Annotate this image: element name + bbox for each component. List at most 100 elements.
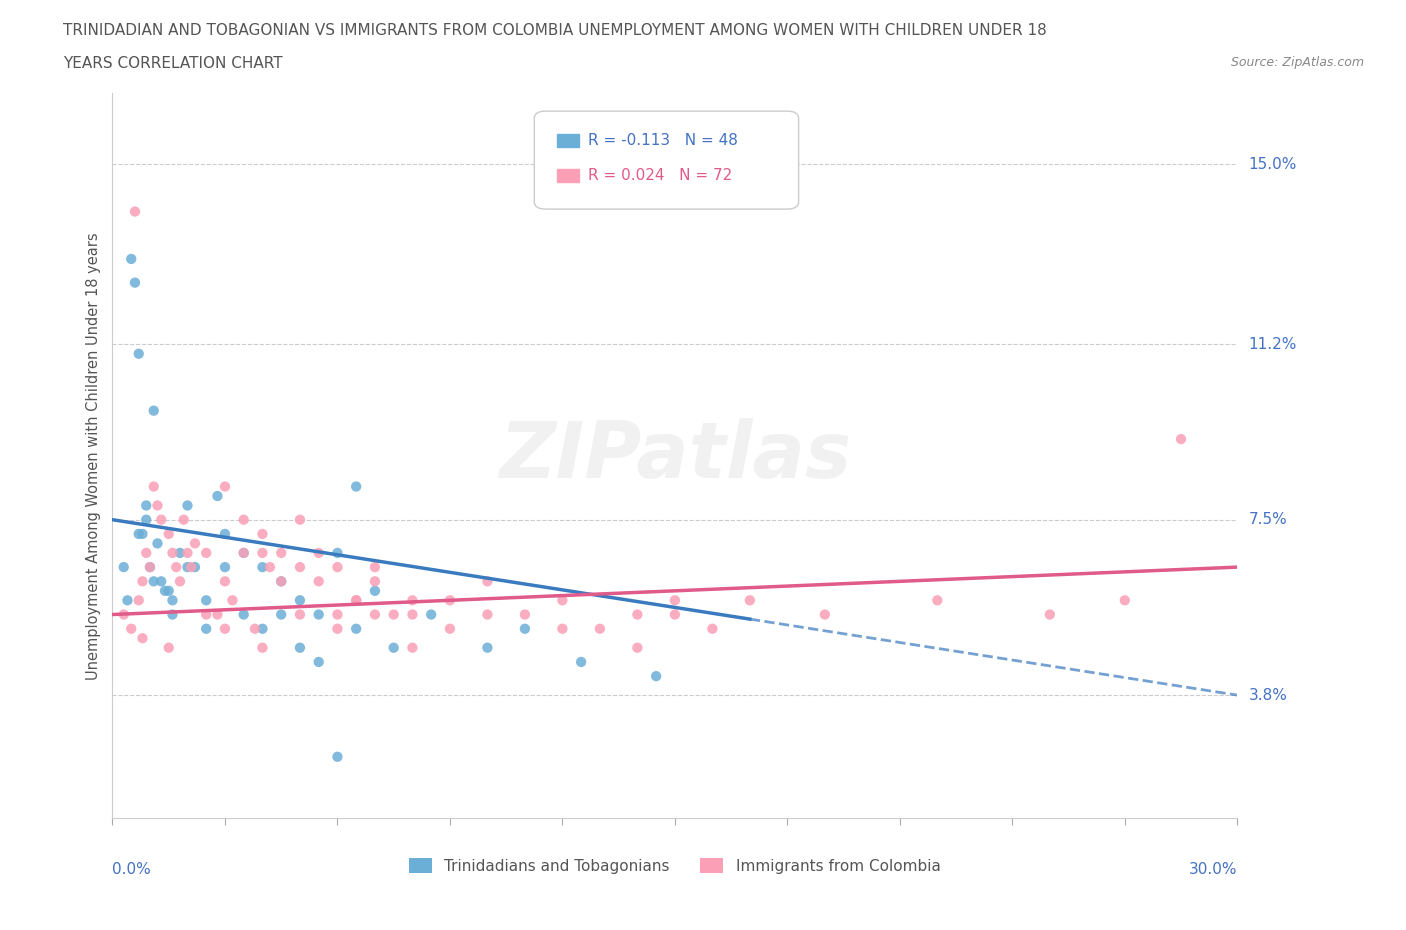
Point xyxy=(131,574,153,589)
Point xyxy=(221,592,243,607)
Point xyxy=(927,592,949,607)
Point xyxy=(135,512,157,527)
Point xyxy=(112,607,135,622)
Legend: Trinidadians and Tobagonians, Immigrants from Colombia: Trinidadians and Tobagonians, Immigrants… xyxy=(404,852,946,880)
Bar xyxy=(557,169,579,182)
Point xyxy=(176,498,198,513)
Point xyxy=(382,607,405,622)
Text: 7.5%: 7.5% xyxy=(1249,512,1286,527)
Text: YEARS CORRELATION CHART: YEARS CORRELATION CHART xyxy=(63,56,283,71)
Point xyxy=(1114,592,1136,607)
Point xyxy=(664,607,686,622)
Point xyxy=(702,621,724,636)
Point xyxy=(270,607,292,622)
Point xyxy=(176,546,198,561)
Point xyxy=(326,607,349,622)
Point xyxy=(1039,607,1062,622)
Point xyxy=(814,607,837,622)
Point xyxy=(214,574,236,589)
Point xyxy=(150,512,173,527)
Point xyxy=(551,592,574,607)
Text: ZIPatlas: ZIPatlas xyxy=(499,418,851,494)
Point xyxy=(150,574,173,589)
Point xyxy=(364,574,387,589)
Point xyxy=(344,621,367,636)
Text: 11.2%: 11.2% xyxy=(1249,337,1296,352)
Point xyxy=(252,526,274,541)
Point xyxy=(259,560,281,575)
Point xyxy=(195,607,218,622)
Point xyxy=(326,750,349,764)
Point xyxy=(142,574,165,589)
Point xyxy=(645,669,668,684)
Point xyxy=(214,479,236,494)
Point xyxy=(128,346,150,361)
Point xyxy=(364,607,387,622)
Point xyxy=(513,607,536,622)
Point xyxy=(243,621,266,636)
Point xyxy=(270,546,292,561)
Text: 15.0%: 15.0% xyxy=(1249,156,1296,172)
Point xyxy=(308,655,330,670)
Point xyxy=(131,526,153,541)
Point xyxy=(382,640,405,655)
Point xyxy=(569,655,592,670)
Point xyxy=(128,592,150,607)
Point xyxy=(308,546,330,561)
Text: TRINIDADIAN AND TOBAGONIAN VS IMMIGRANTS FROM COLOMBIA UNEMPLOYMENT AMONG WOMEN : TRINIDADIAN AND TOBAGONIAN VS IMMIGRANTS… xyxy=(63,23,1047,38)
Point xyxy=(135,498,157,513)
Point xyxy=(477,607,499,622)
Point xyxy=(214,526,236,541)
Point xyxy=(139,560,162,575)
Point xyxy=(308,574,330,589)
Point xyxy=(232,607,254,622)
Point xyxy=(184,536,207,551)
Point xyxy=(117,592,139,607)
Point xyxy=(131,631,153,645)
Point xyxy=(439,621,461,636)
Point xyxy=(344,592,367,607)
Point xyxy=(146,498,169,513)
Text: R = 0.024   N = 72: R = 0.024 N = 72 xyxy=(588,168,733,183)
Point xyxy=(364,583,387,598)
Point xyxy=(364,560,387,575)
Point xyxy=(184,560,207,575)
Text: R = -0.113   N = 48: R = -0.113 N = 48 xyxy=(588,133,738,149)
Point xyxy=(344,592,367,607)
Point xyxy=(551,621,574,636)
Point xyxy=(207,607,229,622)
Point xyxy=(664,592,686,607)
Point xyxy=(252,560,274,575)
Point xyxy=(128,526,150,541)
Point xyxy=(195,621,218,636)
Y-axis label: Unemployment Among Women with Children Under 18 years: Unemployment Among Women with Children U… xyxy=(86,232,101,680)
Point xyxy=(270,574,292,589)
Point xyxy=(146,536,169,551)
Point xyxy=(169,546,191,561)
Point xyxy=(308,607,330,622)
Point xyxy=(207,488,229,503)
Point xyxy=(288,560,311,575)
Point xyxy=(162,607,184,622)
Point xyxy=(420,607,443,622)
Point xyxy=(120,621,142,636)
Point xyxy=(252,640,274,655)
Point xyxy=(169,574,191,589)
Bar xyxy=(557,134,579,148)
Point xyxy=(738,592,761,607)
Point xyxy=(135,546,157,561)
Point xyxy=(120,251,142,266)
Point xyxy=(252,621,274,636)
Point xyxy=(252,546,274,561)
Text: 3.8%: 3.8% xyxy=(1249,687,1288,703)
Point xyxy=(214,560,236,575)
Point xyxy=(1170,432,1192,446)
Point xyxy=(477,574,499,589)
Point xyxy=(142,479,165,494)
Point xyxy=(214,621,236,636)
Point xyxy=(589,621,612,636)
Point xyxy=(288,512,311,527)
Point xyxy=(157,526,180,541)
Point xyxy=(344,479,367,494)
Point xyxy=(326,621,349,636)
